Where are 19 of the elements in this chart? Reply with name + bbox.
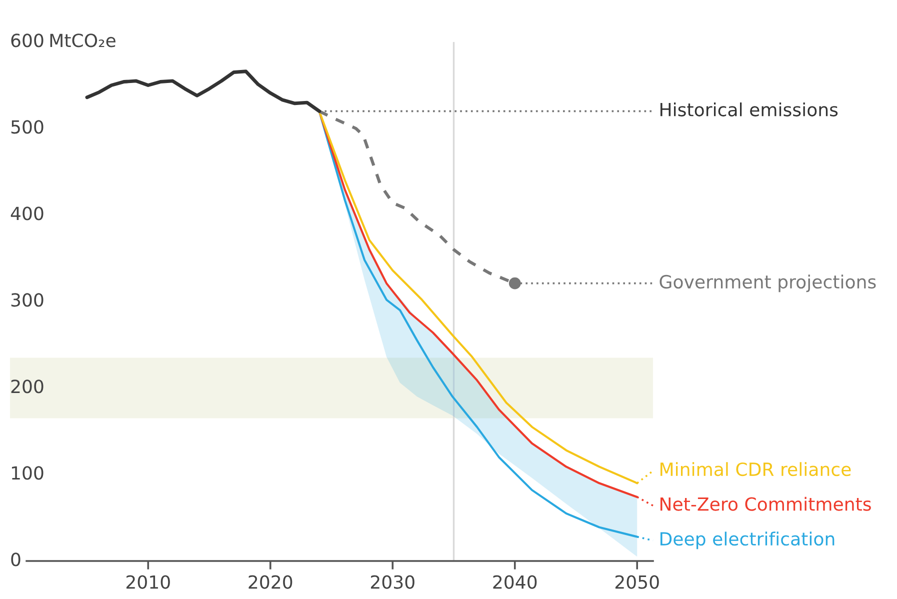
- y-tick-label: 300: [11, 293, 44, 307]
- y-tick-label: 200: [11, 380, 44, 394]
- x-tick-label: 2020: [248, 575, 292, 589]
- text: Government projections: [660, 274, 876, 292]
- y-tick-label: 600: [11, 34, 44, 48]
- legend-label: Deep electrification: [660, 532, 834, 550]
- line-series: [85, 70, 322, 113]
- x-tick-label: 2030: [370, 575, 414, 589]
- legend-label: Net-Zero Commitments: [660, 496, 871, 511]
- legend-label: Minimal CDR reliance: [660, 462, 851, 476]
- y-tick-label: 400: [10, 206, 44, 220]
- y-axis-title: MtCO₂e: [50, 34, 116, 48]
- x-tick-label: 2050: [615, 575, 659, 589]
- text: Historical emissions: [660, 102, 838, 116]
- y-tick-label: 500: [11, 120, 44, 134]
- y-tick-label: 100: [12, 466, 44, 480]
- y-tick-label: 0: [11, 552, 20, 566]
- x-tick-label: 2010: [126, 575, 170, 589]
- x-tick-label: 2040: [493, 575, 537, 589]
